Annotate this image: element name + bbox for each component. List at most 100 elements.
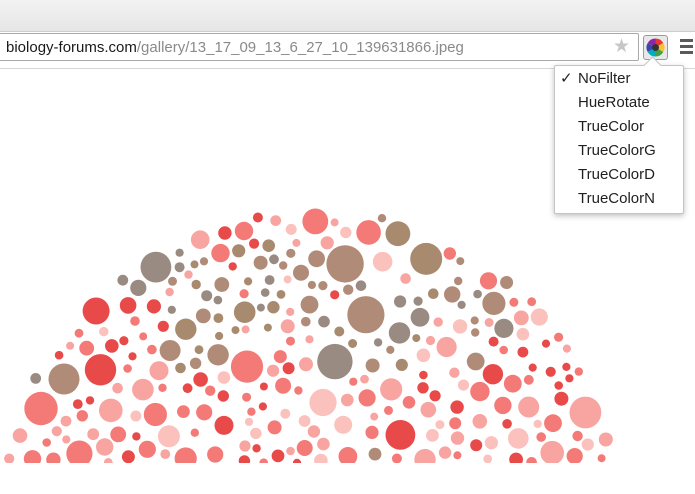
plate-dot [452, 319, 468, 334]
browser-top-strip [0, 0, 695, 32]
plate-dot [436, 336, 457, 358]
color-wheel-icon [646, 38, 665, 57]
plate-dot [554, 381, 563, 390]
plate-dot [112, 382, 123, 394]
plate-dot [380, 378, 403, 401]
plate-dot [242, 392, 252, 402]
plate-dot [231, 326, 240, 335]
plate-dot [456, 257, 465, 266]
plate-dot [149, 361, 169, 381]
plate-dot [139, 332, 148, 341]
url-path: /gallery/13_17_09_13_6_27_10_139631866.j… [136, 39, 464, 56]
plate-dot [598, 432, 613, 447]
plate-dot [413, 296, 423, 306]
plate-dot [165, 287, 174, 297]
extension-button[interactable] [643, 35, 668, 60]
plate-dot [509, 452, 523, 463]
plate-dot [205, 385, 216, 396]
plate-dot [239, 289, 249, 299]
plate-dot [157, 425, 180, 448]
plate-dot [384, 405, 393, 415]
plate-dot [262, 239, 276, 252]
plate-dot [85, 396, 95, 405]
plate-dot [217, 390, 229, 402]
bookmark-star-icon[interactable]: ★ [612, 36, 630, 57]
plate-dot [435, 420, 445, 430]
plate-dot [483, 454, 493, 463]
plate-dot [540, 440, 564, 463]
plate-dot [566, 448, 583, 463]
plate-dot [410, 307, 430, 327]
plate-dot [513, 310, 529, 326]
address-bar[interactable]: biology-forums.com/gallery/13_17_09_13_6… [0, 33, 639, 61]
plate-dot [296, 440, 313, 456]
plate-dot [244, 277, 253, 286]
plate-dot [326, 245, 364, 283]
plate-dot [99, 326, 109, 337]
plate-dot [309, 388, 337, 417]
menu-item-truecolorg[interactable]: TrueColorG [555, 139, 683, 163]
plate-dot [400, 273, 411, 284]
plate-dot [259, 458, 268, 463]
plate-dot [470, 439, 483, 452]
plate-dot [318, 315, 330, 328]
plate-dot [412, 334, 421, 343]
plate-dot [450, 431, 465, 445]
plate-dot [533, 419, 542, 429]
plate-dot [377, 214, 387, 223]
plate-dot [66, 341, 75, 350]
plate-dot [517, 346, 529, 358]
menu-item-huerotate[interactable]: HueRotate [555, 91, 683, 115]
plate-dot [177, 405, 190, 418]
plate-dot [279, 261, 288, 270]
plate-dot [30, 373, 42, 384]
plate-dot [536, 432, 546, 442]
plate-dot [528, 363, 537, 372]
hamburger-menu-icon[interactable] [678, 37, 695, 57]
plate-dot [213, 295, 223, 305]
plate-dot [271, 449, 285, 463]
plate-dot [554, 332, 564, 342]
menu-item-truecolor[interactable]: TrueColor [555, 115, 683, 139]
plate-dot [66, 440, 93, 463]
plate-dot [370, 412, 379, 421]
menu-item-nofilter[interactable]: ✓ NoFilter [555, 67, 683, 91]
plate-dot [234, 221, 254, 241]
plate-dot [96, 438, 114, 456]
plate-dot [298, 415, 311, 427]
plate-dot [207, 344, 229, 366]
plate-dot [565, 374, 574, 383]
menu-item-truecolord[interactable]: TrueColorD [555, 163, 683, 187]
plate-dot [500, 276, 514, 289]
plate-dot [471, 328, 480, 337]
menu-item-truecolorn[interactable]: TrueColorN [555, 187, 683, 211]
plate-dot [190, 230, 210, 249]
plate-dot [218, 226, 232, 240]
plate-dot [302, 208, 329, 235]
plate-dot [518, 396, 540, 418]
plate-dot [429, 390, 441, 402]
plate-dot [368, 447, 382, 461]
plate-dot [196, 404, 213, 421]
plate-dot [273, 350, 287, 364]
plate-dot [190, 260, 199, 269]
plate-dot [360, 374, 369, 384]
plate-dot [110, 426, 127, 443]
url-text[interactable]: biology-forums.com/gallery/13_17_09_13_6… [6, 39, 464, 57]
plate-dot [87, 428, 100, 441]
plate-dot [581, 438, 594, 451]
plate-dot [24, 391, 58, 426]
plate-dot [428, 288, 439, 299]
plate-dot [239, 440, 251, 452]
plate-dot [199, 257, 209, 266]
plate-dot [79, 340, 95, 356]
plate-dot [250, 427, 262, 440]
plate-dot [4, 453, 15, 463]
plate-dot [470, 316, 479, 325]
plate-dot [51, 426, 62, 437]
plate-dot [494, 318, 514, 338]
plate-dot [130, 279, 147, 296]
plate-dot [119, 336, 129, 346]
plate-dot [372, 251, 393, 272]
plate-dot [146, 299, 161, 314]
